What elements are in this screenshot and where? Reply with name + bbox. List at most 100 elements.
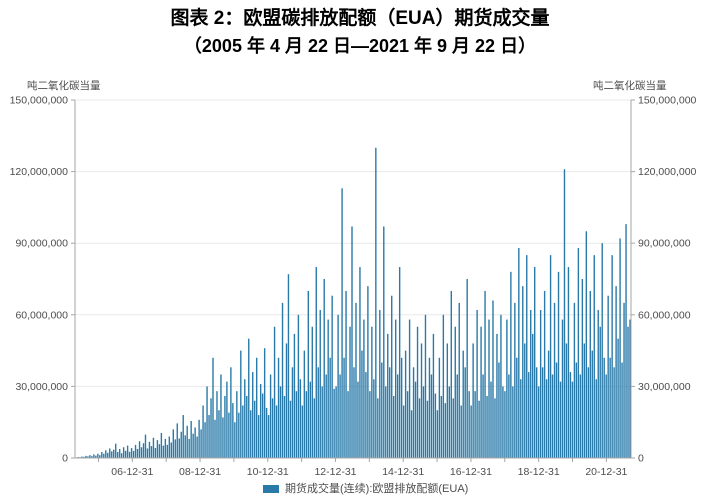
x-tick-label: 06-12-31 <box>111 466 153 478</box>
volume-bar <box>573 302 576 458</box>
volume-bar <box>99 455 101 458</box>
volume-bar <box>444 403 447 458</box>
y-tick-label-right: 60,000,000 <box>638 309 691 321</box>
y-tick-label-left: 0 <box>62 453 68 465</box>
y-axis-unit-label-right: 吨二氧化碳当量 <box>593 80 667 92</box>
volume-bar <box>148 441 151 458</box>
volume-bar <box>532 333 534 458</box>
volume-bar <box>331 295 333 458</box>
volume-bar <box>597 310 599 458</box>
volume-bar <box>208 415 210 458</box>
volume-bar <box>609 357 611 458</box>
volume-bar <box>508 374 510 458</box>
volume-bar <box>118 448 121 458</box>
volume-bar <box>547 350 550 458</box>
volume-bar <box>625 224 627 458</box>
volume-bar <box>345 290 347 458</box>
volume-bar <box>484 290 486 458</box>
volume-bar <box>357 381 359 458</box>
x-tick-label: 10-12-31 <box>247 466 289 478</box>
volume-bar <box>617 338 619 458</box>
y-tick-label-left: 60,000,000 <box>15 309 68 321</box>
volume-bar <box>111 451 113 458</box>
volume-bar <box>337 314 339 458</box>
volume-bar <box>126 445 129 458</box>
volume-bar <box>116 452 119 458</box>
volume-bar <box>456 374 458 458</box>
volume-bar <box>494 398 496 458</box>
volume-bar <box>522 286 524 458</box>
volume-bar <box>329 357 331 458</box>
volume-bar <box>222 417 224 458</box>
volume-bar <box>545 379 548 458</box>
volume-bar <box>85 455 87 458</box>
volume-bar <box>510 271 512 458</box>
volume-bar <box>518 247 520 458</box>
volume-bar <box>120 453 123 458</box>
volume-bar <box>351 226 353 458</box>
volume-bar <box>130 447 133 458</box>
volume-bar <box>319 310 321 458</box>
volume-bar <box>89 455 91 458</box>
volume-bar <box>524 343 526 458</box>
volume-bar <box>496 333 498 458</box>
volume-bar <box>589 290 591 458</box>
volume-bar <box>442 314 445 458</box>
volume-bar <box>128 451 131 458</box>
volume-bar <box>611 255 613 458</box>
volume-bar <box>271 398 274 458</box>
volume-bar <box>432 333 435 458</box>
volume-bar <box>164 438 167 458</box>
chart-title-line1: 图表 2：欧盟碳排放配额（EUA）期货成交量 <box>170 8 550 29</box>
volume-bar <box>486 395 488 458</box>
volume-bar <box>420 343 423 458</box>
volume-bar <box>297 314 300 458</box>
volume-bar <box>551 374 554 458</box>
volume-bar <box>396 374 399 458</box>
volume-bar <box>259 384 262 458</box>
volume-bar <box>424 314 427 458</box>
volume-bar <box>504 391 506 458</box>
volume-bar <box>196 436 198 458</box>
volume-bar <box>371 326 373 458</box>
volume-bar <box>537 386 540 458</box>
volume-bar <box>480 326 482 458</box>
volume-bar <box>150 446 153 458</box>
volume-bar <box>422 386 425 458</box>
volume-bar <box>240 350 242 458</box>
axes <box>74 100 632 459</box>
volume-bar <box>621 362 623 458</box>
volume-bar <box>299 379 302 458</box>
volume-bar <box>315 267 317 458</box>
volume-bar <box>168 436 171 458</box>
volume-bar <box>180 431 182 458</box>
y-tick-labels-left: 0 30,000,000 60,000,000 90,000,000 120,000,0… <box>10 95 69 465</box>
volume-bar <box>103 453 105 458</box>
volume-bar <box>220 374 222 458</box>
volume-bar <box>210 398 212 458</box>
volume-bar <box>482 374 484 458</box>
volume-bar <box>323 279 325 458</box>
volume-bar <box>541 367 544 458</box>
y-tick-label-right: 30,000,000 <box>638 381 691 393</box>
volume-bar <box>192 433 194 458</box>
volume-bar <box>468 391 470 458</box>
volume-bar <box>291 367 294 458</box>
x-tick-label: 08-12-31 <box>179 466 221 478</box>
volume-bar <box>490 381 492 458</box>
volume-bar <box>87 456 89 458</box>
volume-bar <box>535 367 538 458</box>
volume-bar <box>528 372 530 458</box>
volume-bar <box>615 286 617 458</box>
volume-bar <box>375 147 377 459</box>
volume-bar <box>571 381 574 458</box>
volume-bar <box>283 395 286 458</box>
volume-bar <box>107 452 109 458</box>
volume-bar <box>194 427 196 458</box>
volume-bar <box>389 367 391 458</box>
y-axis-unit-label-left: 吨二氧化碳当量 <box>27 80 101 92</box>
x-tick-label: 16-12-31 <box>450 466 492 478</box>
volume-bar <box>605 374 607 458</box>
y-tick-label-left: 90,000,000 <box>15 238 68 250</box>
volume-bar <box>317 367 319 458</box>
